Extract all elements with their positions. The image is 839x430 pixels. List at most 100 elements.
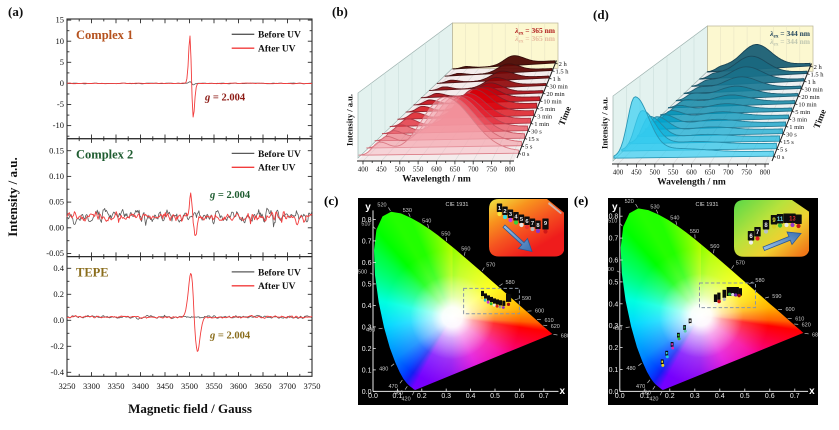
svg-text:1 min: 1 min [534, 121, 550, 128]
svg-text:λex = 344 nm: λex = 344 nm [769, 29, 811, 39]
svg-text:0.6: 0.6 [608, 257, 618, 264]
svg-text:470: 470 [389, 384, 398, 390]
svg-text:-10: -10 [53, 120, 64, 130]
svg-text:g = 2.004: g = 2.004 [204, 93, 246, 104]
svg-text:3350: 3350 [108, 381, 125, 391]
svg-text:0.5: 0.5 [362, 281, 372, 288]
svg-text:Intensity / a.u.: Intensity / a.u. [345, 94, 355, 146]
svg-text:5: 5 [60, 57, 64, 67]
svg-text:540: 540 [422, 218, 431, 224]
svg-text:7: 7 [755, 230, 759, 236]
svg-text:λex = 365 nm: λex = 365 nm [514, 34, 556, 44]
svg-text:10 min: 10 min [543, 99, 562, 106]
svg-text:0.0: 0.0 [615, 393, 625, 400]
svg-text:Before UV: Before UV [258, 150, 301, 160]
svg-text:6: 6 [525, 219, 529, 225]
svg-text:0.8: 0.8 [608, 213, 618, 220]
svg-text:3400: 3400 [132, 381, 149, 391]
svg-text:3500: 3500 [181, 381, 198, 391]
svg-text:5 min: 5 min [795, 109, 811, 116]
svg-text:Wavelength / nm: Wavelength / nm [402, 175, 471, 185]
svg-text:30 s: 30 s [531, 129, 542, 136]
svg-text:0.05: 0.05 [49, 197, 64, 207]
svg-text:0.3: 0.3 [362, 324, 372, 331]
svg-text:680: 680 [812, 332, 818, 338]
svg-text:0.4: 0.4 [362, 302, 372, 309]
svg-text:650: 650 [450, 166, 461, 174]
svg-text:x: x [809, 385, 815, 396]
svg-text:9: 9 [543, 221, 547, 227]
svg-text:9: 9 [772, 218, 776, 224]
svg-text:3450: 3450 [157, 381, 174, 391]
svg-text:8: 8 [764, 223, 768, 229]
svg-text:30 min: 30 min [805, 87, 824, 94]
svg-text:Time: Time [811, 108, 828, 130]
svg-text:800: 800 [505, 166, 516, 174]
svg-text:0 s: 0 s [777, 154, 785, 161]
svg-text:3550: 3550 [206, 381, 223, 391]
svg-text:-0.4: -0.4 [51, 367, 65, 377]
svg-text:0 s: 0 s [522, 151, 530, 158]
svg-text:15: 15 [56, 15, 65, 25]
svg-text:460: 460 [394, 390, 403, 396]
svg-text:6: 6 [749, 234, 753, 240]
svg-text:700: 700 [723, 169, 734, 177]
svg-text:0.3: 0.3 [690, 393, 700, 400]
svg-text:-5: -5 [57, 99, 64, 109]
svg-text:620: 620 [801, 322, 810, 328]
svg-text:3700: 3700 [279, 381, 296, 391]
svg-text:3600: 3600 [230, 381, 247, 391]
svg-text:540: 540 [670, 215, 679, 221]
svg-text:0: 0 [60, 78, 64, 88]
svg-text:620: 620 [551, 323, 560, 329]
svg-text:400: 400 [358, 166, 369, 174]
svg-text:0.5: 0.5 [740, 393, 750, 400]
svg-text:2 h: 2 h [814, 64, 823, 71]
svg-text:700: 700 [468, 166, 479, 174]
svg-text:0.4: 0.4 [53, 263, 64, 273]
svg-text:680: 680 [561, 333, 568, 339]
svg-text:x: x [560, 385, 566, 396]
svg-text:CIE 1931: CIE 1931 [695, 202, 718, 208]
svg-text:530: 530 [650, 204, 659, 210]
svg-text:0.2: 0.2 [608, 345, 618, 352]
svg-text:3250: 3250 [59, 381, 76, 391]
svg-text:g = 2.004: g = 2.004 [209, 190, 251, 201]
svg-text:0.4: 0.4 [715, 393, 725, 400]
svg-text:3750: 3750 [304, 381, 321, 391]
svg-text:550: 550 [690, 228, 699, 234]
svg-text:y: y [365, 202, 371, 213]
svg-text:510: 510 [361, 221, 370, 227]
svg-text:0.1: 0.1 [640, 393, 650, 400]
svg-text:0.10: 0.10 [49, 171, 64, 181]
svg-text:0.3: 0.3 [608, 323, 618, 330]
svg-text:0.2: 0.2 [362, 345, 372, 352]
svg-text:0.7: 0.7 [362, 238, 372, 245]
svg-text:0.7: 0.7 [608, 235, 618, 242]
svg-text:0.6: 0.6 [362, 259, 372, 266]
svg-text:Magnetic field / Gauss: Magnetic field / Gauss [128, 401, 252, 416]
svg-text:After UV: After UV [258, 164, 296, 174]
svg-text:(b): (b) [332, 4, 348, 19]
svg-text:-0.05: -0.05 [46, 248, 64, 258]
svg-text:10 min: 10 min [798, 102, 817, 109]
svg-text:400: 400 [613, 169, 624, 177]
svg-text:1: 1 [497, 206, 501, 212]
svg-text:4: 4 [514, 215, 518, 221]
svg-text:0.0: 0.0 [608, 388, 618, 395]
svg-text:570: 570 [736, 260, 745, 266]
svg-text:λex = 344 nm: λex = 344 nm [769, 37, 811, 47]
svg-text:Before UV: Before UV [258, 31, 301, 41]
svg-text:500: 500 [358, 269, 367, 275]
svg-text:(a): (a) [8, 4, 23, 19]
svg-text:3 min: 3 min [792, 117, 808, 124]
svg-text:y: y [612, 202, 618, 213]
svg-text:0.5: 0.5 [608, 279, 618, 286]
svg-text:0.6: 0.6 [765, 393, 775, 400]
svg-text:20 min: 20 min [801, 94, 820, 101]
svg-text:8: 8 [536, 223, 540, 229]
svg-text:610: 610 [795, 316, 804, 322]
svg-text:30 min: 30 min [550, 84, 569, 91]
svg-text:After UV: After UV [258, 45, 296, 55]
svg-text:420: 420 [402, 396, 411, 402]
